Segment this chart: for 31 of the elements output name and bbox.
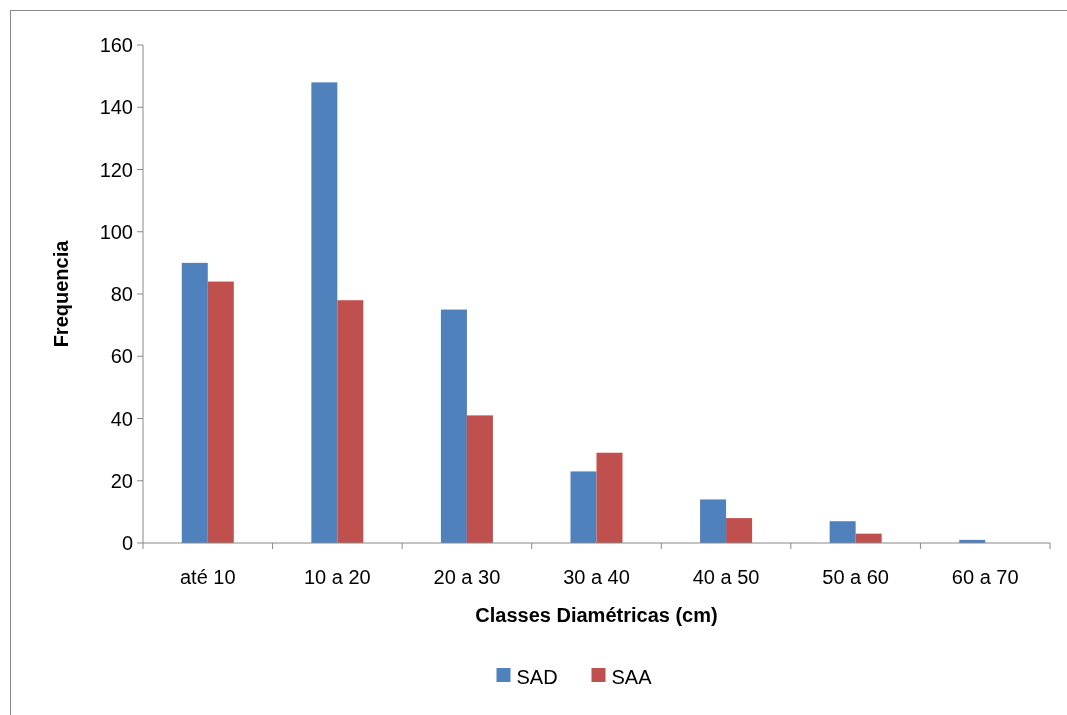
y-axis-title: Frequencia: [50, 239, 72, 348]
bar: [337, 300, 364, 543]
x-tick-label: 30 a 40: [563, 566, 630, 588]
x-tick-label: até 10: [179, 566, 236, 588]
bar: [311, 82, 338, 543]
y-tick-label: 60: [110, 345, 133, 368]
legend-label: SAD: [516, 666, 558, 688]
x-axis-title: Classes Diamétricas (cm): [475, 604, 718, 626]
y-tick-label: 0: [121, 532, 133, 554]
bar: [726, 518, 753, 543]
bar: [440, 309, 467, 543]
y-tick-label: 100: [99, 220, 133, 243]
bar: [207, 281, 234, 543]
x-tick-label: 40 a 50: [692, 566, 760, 588]
legend-label: SAA: [611, 666, 653, 688]
x-tick-label: 10 a 20: [303, 566, 371, 588]
y-tick-label: 140: [99, 96, 133, 119]
bar: [700, 499, 727, 543]
bar: [596, 452, 623, 543]
bar: [570, 471, 597, 543]
bar: [829, 521, 856, 543]
y-tick-label: 40: [110, 407, 133, 430]
y-tick-label: 20: [110, 469, 133, 492]
y-tick-label: 160: [99, 34, 133, 56]
bar: [466, 415, 493, 543]
bar: [181, 262, 208, 543]
x-tick-label: 60 a 70: [951, 566, 1019, 588]
x-tick-label: 50 a 60: [822, 566, 890, 588]
x-tick-label: 20 a 30: [433, 566, 501, 588]
y-tick-label: 80: [110, 283, 133, 305]
y-tick-label: 120: [99, 158, 133, 181]
